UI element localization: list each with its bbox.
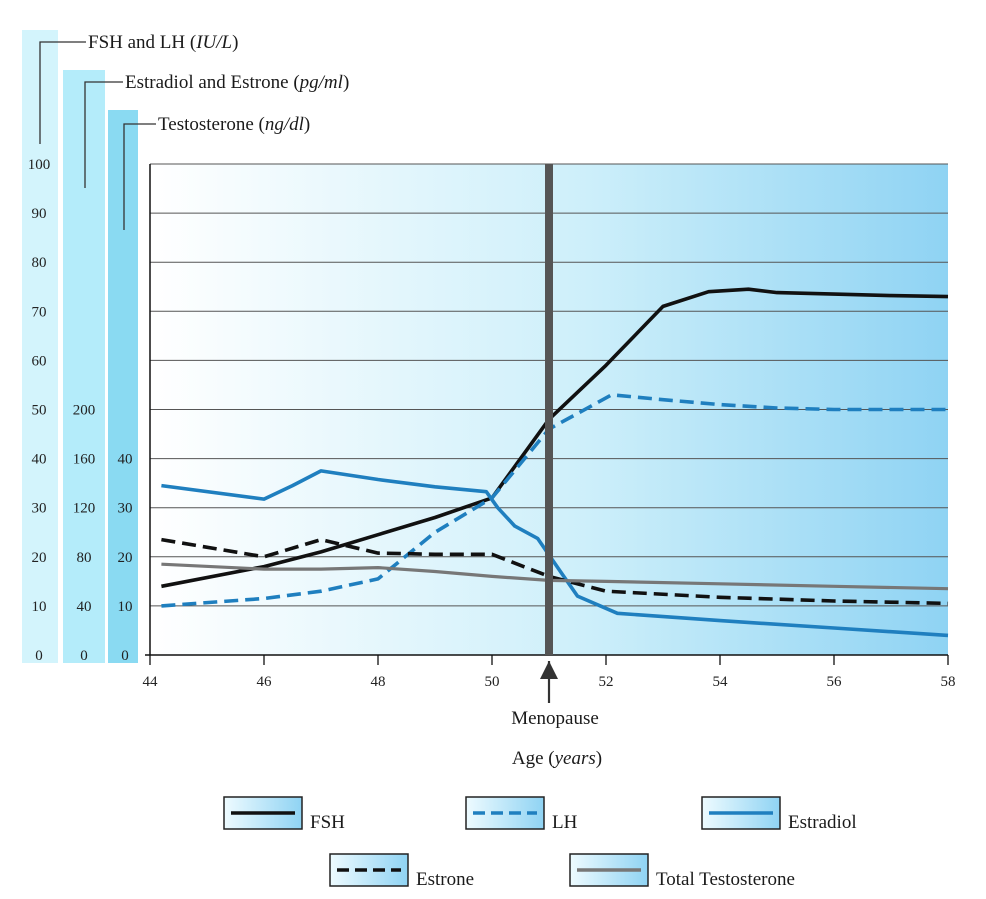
tick-label-estradiol-and-estrone-160: 160	[73, 452, 96, 468]
axis-leader-testosterone	[123, 123, 156, 230]
axis-title-fsh-and-lh: FSH and LH (IU/L)	[88, 32, 238, 53]
x-tick-label-58: 58	[941, 674, 956, 690]
tick-label-fsh-and-lh-30: 30	[32, 501, 47, 517]
tick-label-fsh-and-lh-50: 50	[32, 403, 47, 419]
tick-label-estradiol-and-estrone-0: 0	[80, 648, 88, 664]
x-tick-label-56: 56	[827, 674, 843, 690]
series-line-fsh	[161, 287, 949, 589]
tick-label-estradiol-and-estrone-200: 200	[73, 403, 96, 419]
axis-title-testosterone: Testosterone (ng/dl)	[158, 114, 310, 135]
legend-label-total-testosterone: Total Testosterone	[656, 869, 795, 890]
axis-leader-fsh-and-lh	[39, 41, 86, 144]
x-tick-label-54: 54	[713, 674, 729, 690]
x-tick-label-44: 44	[143, 674, 159, 690]
tick-label-fsh-and-lh-40: 40	[32, 452, 47, 468]
tick-label-estradiol-and-estrone-80: 80	[77, 550, 92, 566]
legend-label-estrone: Estrone	[416, 869, 474, 890]
legend-label-estradiol: Estradiol	[788, 812, 857, 833]
tick-label-testosterone-0: 0	[121, 648, 129, 664]
tick-label-fsh-and-lh-70: 70	[32, 304, 47, 320]
tick-label-fsh-and-lh-60: 60	[32, 353, 47, 369]
x-axis-title: Age (years)	[512, 748, 602, 769]
series-line-lh	[161, 392, 948, 608]
tick-label-fsh-and-lh-10: 10	[32, 599, 47, 615]
axis-leader-estradiol-and-estrone	[84, 81, 123, 188]
axis-band-estradiol-and-estrone	[63, 70, 105, 663]
tick-label-estradiol-and-estrone-40: 40	[77, 599, 92, 615]
axis-band-testosterone	[108, 110, 138, 663]
legend-label-lh: LH	[552, 812, 578, 833]
x-tick-label-48: 48	[371, 674, 386, 690]
tick-label-testosterone-10: 10	[118, 599, 133, 615]
x-tick-label-50: 50	[485, 674, 500, 690]
tick-label-fsh-and-lh-80: 80	[32, 255, 47, 271]
x-tick-label-46: 46	[257, 674, 273, 690]
axis-title-estradiol-and-estrone: Estradiol and Estrone (pg/ml)	[125, 72, 349, 93]
menopause-label: Menopause	[511, 708, 599, 729]
series-line-total-testosterone	[161, 562, 949, 591]
legend-label-fsh: FSH	[310, 812, 345, 833]
tick-label-testosterone-40: 40	[118, 452, 133, 468]
x-tick-label-52: 52	[599, 674, 614, 690]
tick-label-fsh-and-lh-0: 0	[35, 648, 43, 664]
tick-label-testosterone-20: 20	[118, 550, 133, 566]
tick-label-fsh-and-lh-20: 20	[32, 550, 47, 566]
tick-label-fsh-and-lh-100: 100	[28, 157, 51, 173]
menopause-arrow-head	[540, 661, 558, 679]
tick-label-estradiol-and-estrone-120: 120	[73, 501, 96, 517]
tick-label-testosterone-30: 30	[118, 501, 133, 517]
series-line-estradiol	[161, 469, 949, 638]
menopause-bar	[545, 164, 553, 655]
series-line-estrone	[161, 537, 949, 606]
tick-label-fsh-and-lh-90: 90	[32, 206, 47, 222]
